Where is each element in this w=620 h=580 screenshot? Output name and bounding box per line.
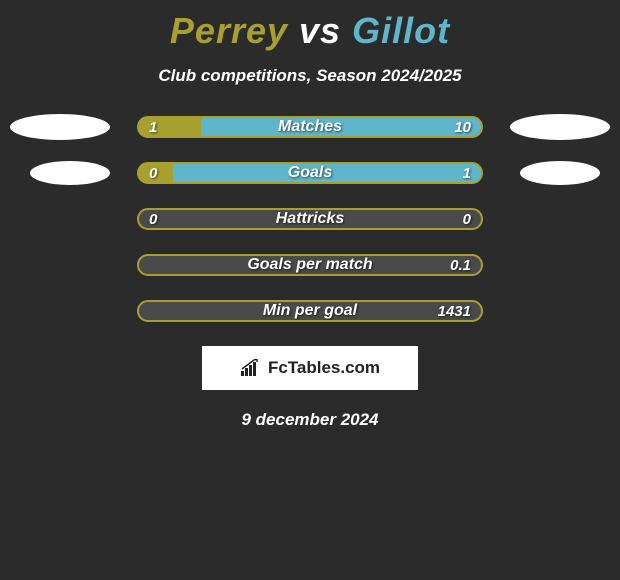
stat-label: Min per goal	[139, 302, 481, 320]
player1-avatar	[10, 114, 110, 140]
stats-area: Matches110Goals01Hattricks00Goals per ma…	[0, 116, 620, 322]
stat-row: Matches1 10	[0, 116, 620, 138]
stat-row: Min per goal1431	[0, 300, 620, 322]
comparison-title: Perrey vs Gillot	[0, 0, 620, 52]
stat-value-right: 0	[463, 210, 471, 228]
player2-name: Gillot	[352, 10, 450, 51]
brand-box: FcTables.com	[202, 346, 418, 390]
stat-value-right: 1431	[438, 302, 471, 320]
stat-bar: Hattricks0 0	[137, 208, 483, 230]
stat-bar: Goals0 1	[137, 162, 483, 184]
player2-avatar	[520, 161, 600, 185]
vs-text: vs	[299, 10, 341, 51]
stat-value-right: 0.1	[450, 256, 471, 274]
brand-chart-icon	[240, 359, 262, 377]
player2-avatar	[510, 114, 610, 140]
stat-value-left: 0	[149, 164, 157, 182]
player1-name: Perrey	[170, 10, 288, 51]
stat-value-left: 0	[149, 210, 157, 228]
stat-row: Goals0 1	[0, 162, 620, 184]
stat-value-right: 10	[454, 118, 471, 136]
player1-avatar	[30, 161, 110, 185]
stat-value-right: 1	[463, 164, 471, 182]
stat-label: Goals per match	[139, 256, 481, 274]
subtitle: Club competitions, Season 2024/2025	[0, 66, 620, 86]
stat-bar: Matches1 10	[137, 116, 483, 138]
stat-value-left: 1	[149, 118, 157, 136]
stat-label: Goals	[139, 164, 481, 182]
date-text: 9 december 2024	[0, 410, 620, 430]
stat-row: Goals per match0.1	[0, 254, 620, 276]
brand-text: FcTables.com	[268, 358, 380, 378]
stat-bar: Min per goal1431	[137, 300, 483, 322]
stat-label: Matches	[139, 118, 481, 136]
stat-label: Hattricks	[139, 210, 481, 228]
stat-row: Hattricks0 0	[0, 208, 620, 230]
stat-bar: Goals per match0.1	[137, 254, 483, 276]
